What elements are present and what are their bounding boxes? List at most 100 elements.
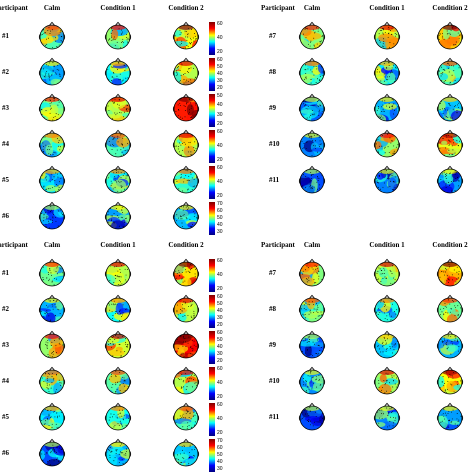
scalp-topomap [436, 57, 464, 86]
participant-label: #6 [2, 212, 9, 220]
scalp-topomap [298, 93, 326, 122]
scalp-topomap [373, 294, 401, 323]
colorbar-tick-label: 60 [217, 366, 223, 372]
scalp-topomap [298, 129, 326, 158]
scalp-topomap [373, 366, 401, 395]
participant-label: #11 [269, 413, 280, 421]
participant-header: Participant [261, 4, 295, 12]
scalp-topomap [104, 201, 132, 230]
scalp-topomap [298, 366, 326, 395]
scalp-topomap [436, 165, 464, 194]
scalp-topomap [104, 258, 132, 287]
participant-label: #4 [2, 377, 9, 385]
column-header: Condition 1 [369, 4, 405, 12]
participant-label: #5 [2, 176, 9, 184]
colorbar [209, 202, 215, 235]
colorbar-tick-label: 50 [217, 301, 223, 307]
colorbar-tick-label: 30 [217, 315, 223, 321]
participant-label: #1 [2, 269, 9, 277]
colorbar-tick-label: 20 [217, 157, 223, 163]
scalp-topomap [172, 165, 200, 194]
scalp-topomap [104, 165, 132, 194]
scalp-topomap [373, 21, 401, 50]
column-header: Condition 1 [369, 241, 405, 249]
scalp-topomap [436, 366, 464, 395]
scalp-topomap [298, 402, 326, 431]
colorbar-tick-label: 60 [217, 294, 223, 300]
participant-header: Participant [0, 4, 28, 12]
scalp-topomap [38, 201, 66, 230]
colorbar-tick-label: 40 [217, 380, 223, 386]
participant-label: #4 [2, 140, 9, 148]
scalp-topomap [298, 330, 326, 359]
colorbar-tick-label: 30 [217, 351, 223, 357]
colorbar-tick-label: 20 [217, 394, 223, 400]
scalp-topomap [436, 129, 464, 158]
colorbar-tick-label: 60 [217, 57, 223, 63]
colorbar-tick-label: 40 [217, 272, 223, 278]
scalp-topomap [172, 366, 200, 395]
colorbar-tick-label: 60 [217, 445, 223, 451]
colorbar-tick-label: 20 [217, 358, 223, 364]
scalp-topomap [38, 366, 66, 395]
scalp-topomap [298, 258, 326, 287]
scalp-topomap [172, 129, 200, 158]
colorbar [209, 331, 215, 364]
column-header: Calm [43, 4, 61, 12]
panel-a: Participant Calm Condition 1 Condition 2 #1 #… [0, 0, 237, 237]
scalp-topomap [172, 258, 200, 287]
colorbar-tick-label: 60 [217, 21, 223, 27]
column-header: Calm [43, 241, 61, 249]
scalp-topomap [436, 93, 464, 122]
participant-label: #6 [2, 449, 9, 457]
colorbar-tick-label: 60 [217, 208, 223, 214]
colorbar [209, 22, 215, 55]
scalp-topomap [436, 258, 464, 287]
scalp-topomap [436, 294, 464, 323]
participant-label: #3 [2, 341, 9, 349]
participant-label: #10 [269, 377, 280, 385]
colorbar-tick-label: 40 [217, 344, 223, 350]
colorbar-tick-label: 60 [217, 165, 223, 171]
participant-label: #2 [2, 305, 9, 313]
scalp-topomap [38, 330, 66, 359]
scalp-topomap [104, 330, 132, 359]
colorbar [209, 58, 215, 91]
colorbar-tick-label: 60 [217, 129, 223, 135]
participant-label: #10 [269, 140, 280, 148]
colorbar-tick-label: 30 [217, 111, 223, 118]
panel-d: Participant Calm Condition 1 Condition 2 #7 #… [237, 237, 474, 474]
scalp-topomap [172, 21, 200, 50]
colorbar-tick-label: 20 [217, 286, 223, 292]
scalp-topomap [104, 93, 132, 122]
participant-label: #1 [2, 32, 9, 40]
scalp-topomap [436, 330, 464, 359]
scalp-topomap [298, 57, 326, 86]
scalp-topomap [38, 21, 66, 50]
colorbar [209, 259, 215, 292]
colorbar-tick-label: 60 [217, 402, 223, 408]
scalp-topomap [38, 129, 66, 158]
scalp-topomap [172, 330, 200, 359]
colorbar-tick-label: 40 [217, 102, 223, 109]
colorbar-tick-label: 30 [217, 466, 223, 472]
scalp-topomap [298, 294, 326, 323]
scalp-topomap [373, 258, 401, 287]
scalp-topomap [436, 21, 464, 50]
scalp-topomap [172, 57, 200, 86]
colorbar-tick-label: 40 [217, 308, 223, 314]
column-header: Condition 2 [432, 241, 468, 249]
colorbar-tick-label: 60 [217, 330, 223, 336]
participant-header: Participant [261, 241, 295, 249]
participant-label: #8 [269, 305, 276, 313]
colorbar-tick-label: 70 [217, 438, 223, 444]
scalp-topomap [298, 165, 326, 194]
scalp-topomap [104, 438, 132, 467]
participant-label: #7 [269, 32, 276, 40]
participant-label: #11 [269, 176, 280, 184]
colorbar-tick-label: 60 [217, 258, 223, 264]
colorbar-tick-label: 20 [217, 322, 223, 328]
colorbar-tick-label: 40 [217, 179, 223, 185]
scalp-topomap [104, 366, 132, 395]
colorbar-tick-label: 70 [217, 201, 223, 207]
